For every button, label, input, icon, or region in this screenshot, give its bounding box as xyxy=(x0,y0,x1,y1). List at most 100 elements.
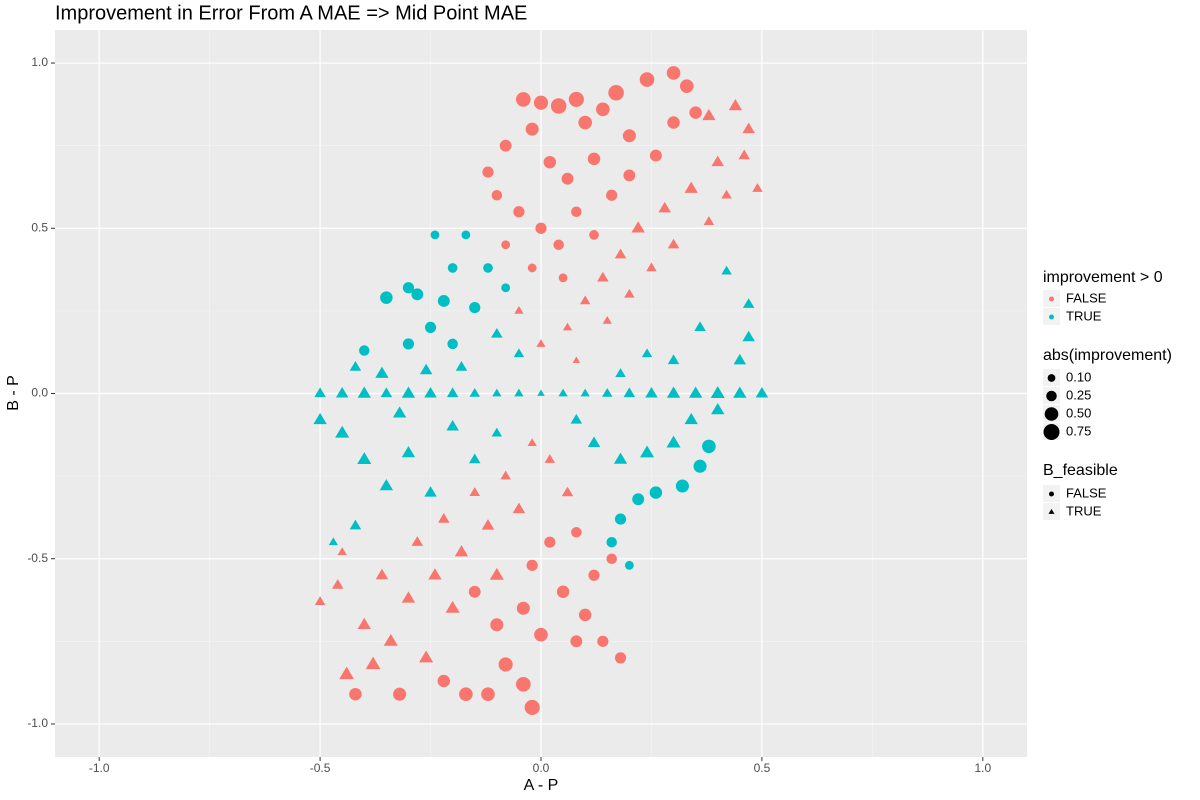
legend-key xyxy=(1049,491,1054,497)
point xyxy=(632,493,645,506)
legend-label: TRUE xyxy=(1066,503,1102,518)
point xyxy=(501,283,511,293)
point xyxy=(424,321,437,334)
point xyxy=(614,513,627,525)
point xyxy=(572,356,581,363)
axes: -1.0 -0.5 0.0 0.5 1.0 -1.0 -0.5 0.0 0.5 1.0 xyxy=(27,55,991,775)
point xyxy=(469,487,480,496)
point xyxy=(349,687,362,701)
point xyxy=(365,656,381,670)
point xyxy=(357,617,371,630)
point xyxy=(437,674,451,688)
point xyxy=(597,271,609,282)
point xyxy=(733,386,747,398)
point xyxy=(516,92,531,107)
point xyxy=(755,386,769,398)
point xyxy=(580,388,590,397)
legend-key xyxy=(1049,296,1054,302)
point xyxy=(556,585,570,599)
legend-title: improvement > 0 xyxy=(1043,269,1163,286)
point xyxy=(419,650,434,663)
point xyxy=(357,386,371,398)
point xyxy=(721,265,732,275)
point xyxy=(483,263,493,273)
point xyxy=(482,166,494,178)
point xyxy=(606,553,617,564)
legend: improvement > 0 FALSE TRUE abs(improvement)… xyxy=(1043,269,1172,520)
point xyxy=(447,338,458,350)
point xyxy=(314,387,326,398)
point xyxy=(613,452,628,464)
point xyxy=(380,291,393,304)
point xyxy=(587,152,601,166)
point xyxy=(742,122,755,134)
point xyxy=(721,189,732,199)
point xyxy=(742,298,755,308)
point xyxy=(459,687,473,702)
point xyxy=(606,536,617,548)
legend-size-key xyxy=(1044,407,1059,421)
point xyxy=(544,536,556,548)
point xyxy=(550,98,567,114)
legend-label: 0.25 xyxy=(1066,387,1091,402)
point xyxy=(570,635,583,648)
point xyxy=(516,601,530,615)
point xyxy=(446,419,459,431)
point xyxy=(527,438,537,446)
point xyxy=(491,427,503,437)
point xyxy=(702,108,716,121)
point xyxy=(513,206,525,218)
point xyxy=(578,115,592,130)
point xyxy=(694,321,706,332)
x-tick-label: -1.0 xyxy=(89,761,110,775)
point xyxy=(375,366,389,378)
point xyxy=(587,436,601,448)
point xyxy=(624,560,634,570)
point xyxy=(424,386,437,398)
point xyxy=(571,206,582,217)
point xyxy=(742,330,755,342)
point xyxy=(428,568,442,580)
point xyxy=(438,513,450,523)
point xyxy=(512,502,526,514)
legend-size-key xyxy=(1046,390,1057,402)
point xyxy=(536,339,546,347)
point xyxy=(623,387,636,398)
point xyxy=(468,453,481,464)
point xyxy=(500,470,511,480)
point xyxy=(667,354,680,365)
x-tick-label: 0.5 xyxy=(754,761,771,775)
point xyxy=(578,608,592,622)
point xyxy=(469,387,480,397)
point xyxy=(684,412,698,425)
point xyxy=(624,288,635,298)
point xyxy=(684,181,698,193)
point xyxy=(534,627,548,642)
point xyxy=(702,439,716,454)
point xyxy=(499,139,512,152)
point xyxy=(331,579,344,589)
point xyxy=(533,95,549,110)
legend-title: abs(improvement) xyxy=(1043,347,1172,364)
point xyxy=(689,106,702,119)
point xyxy=(375,568,389,580)
point xyxy=(461,230,471,240)
point xyxy=(489,567,504,580)
point xyxy=(646,262,657,272)
point xyxy=(445,600,460,613)
point xyxy=(419,363,433,375)
point xyxy=(571,527,582,538)
point xyxy=(597,635,609,647)
point xyxy=(514,388,524,397)
point xyxy=(314,596,326,605)
point xyxy=(402,338,415,350)
point xyxy=(639,445,655,458)
point xyxy=(711,155,724,167)
point xyxy=(401,445,416,458)
point xyxy=(588,569,600,581)
point xyxy=(491,327,503,338)
y-axis-title: B - P xyxy=(5,375,22,411)
legend-label: FALSE xyxy=(1066,290,1107,305)
point xyxy=(481,687,495,702)
